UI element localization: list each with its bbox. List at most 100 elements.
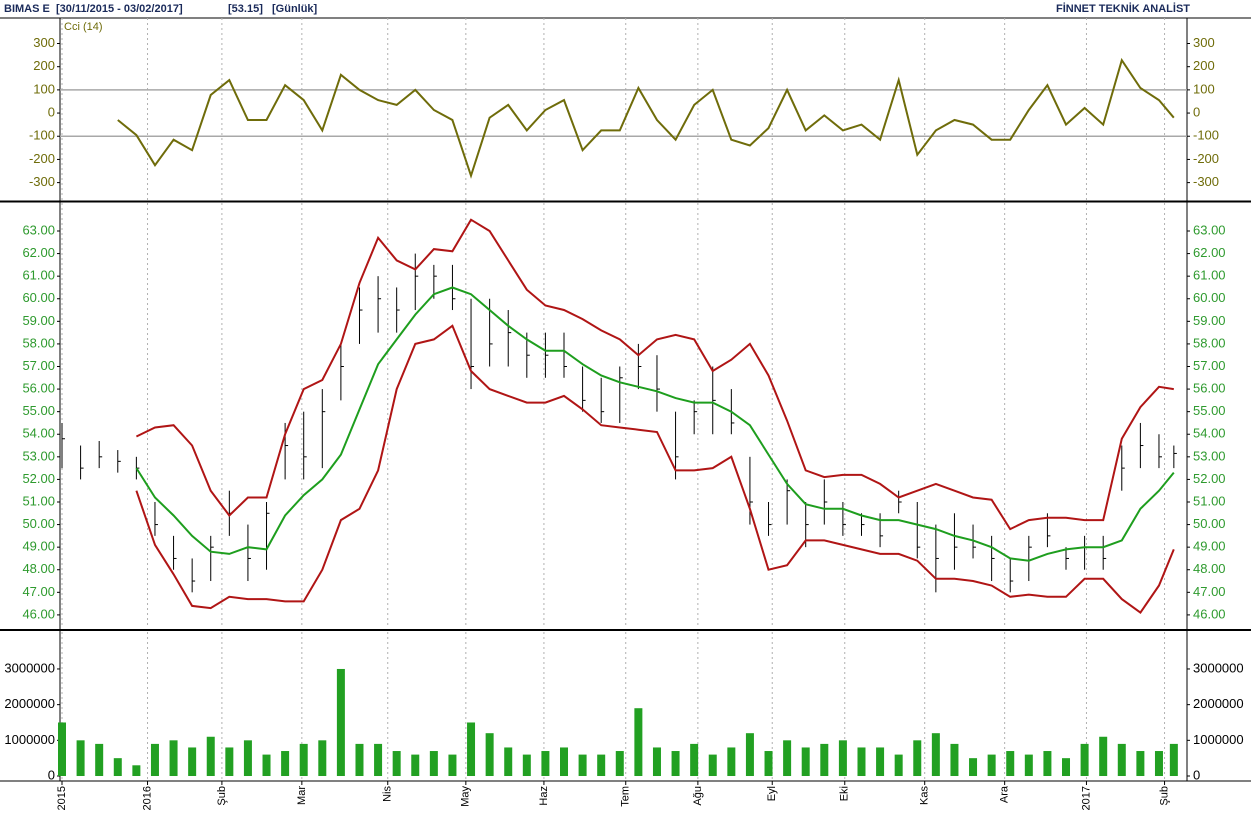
y-tick-label: 50.00	[1193, 516, 1226, 531]
volume-bar	[931, 733, 940, 777]
y-tick-label: 53.00	[22, 448, 55, 463]
y-tick-label: 49.00	[22, 539, 55, 554]
volume-bar	[225, 747, 234, 777]
x-tick-label: Ara	[999, 785, 1011, 803]
y-tick-label: 62.00	[1193, 245, 1226, 260]
volume-bar	[336, 668, 345, 777]
volume-bar	[671, 751, 680, 777]
x-tick-label: Şub	[216, 786, 228, 806]
panel-title: Cci (14)	[64, 21, 103, 33]
volume-bar	[894, 754, 903, 777]
y-tick-label: 48.00	[22, 561, 55, 576]
y-tick-label: -100	[1193, 128, 1219, 143]
volume-bar	[169, 740, 178, 777]
volume-bar	[560, 747, 569, 777]
volume-bar	[299, 743, 308, 777]
volume-bar	[504, 747, 513, 777]
bollinger-middle	[135, 286, 1175, 562]
cci-line	[117, 57, 1175, 179]
volume-bar	[150, 743, 159, 777]
volume-bar	[578, 754, 587, 777]
volume-bar	[522, 754, 531, 777]
y-tick-label: 0	[1193, 104, 1200, 119]
volume-bar	[820, 743, 829, 777]
y-tick-label: 46.00	[1193, 606, 1226, 621]
volume-bar	[652, 747, 661, 777]
volume-bar	[467, 722, 476, 777]
y-tick-label: 55.00	[22, 403, 55, 418]
bollinger-lower	[135, 324, 1175, 615]
y-tick-label: 58.00	[22, 335, 55, 350]
volume-bar	[374, 743, 383, 777]
y-tick-label: 46.00	[22, 606, 55, 621]
y-tick-label: 1000000	[4, 732, 55, 747]
x-tick-label: Eki	[839, 786, 851, 801]
y-tick-label: -200	[1193, 151, 1219, 166]
y-tick-label: 63.00	[1193, 222, 1226, 237]
volume-bar	[1169, 743, 1178, 777]
y-tick-label: 47.00	[22, 584, 55, 599]
volume-bar	[876, 747, 885, 777]
volume-bar	[76, 740, 85, 777]
y-tick-label: 60.00	[22, 290, 55, 305]
volume-bar	[411, 754, 420, 777]
x-tick-label: Ağu	[692, 786, 704, 806]
x-tick-label: Tem	[620, 786, 632, 807]
y-tick-label: 54.00	[1193, 426, 1226, 441]
y-tick-label: 59.00	[22, 313, 55, 328]
y-tick-label: 57.00	[1193, 358, 1226, 373]
volume-bar	[485, 733, 494, 777]
y-tick-label: 200	[33, 58, 55, 73]
volume-bar	[1062, 758, 1071, 777]
volume-bar	[950, 743, 959, 777]
volume-bar	[727, 747, 736, 777]
y-tick-label: 51.00	[22, 493, 55, 508]
volume-bar	[1117, 743, 1126, 777]
volume-bar	[690, 743, 699, 777]
y-tick-label: -200	[29, 151, 55, 166]
y-tick-label: 51.00	[1193, 493, 1226, 508]
x-tick-label: Haz	[538, 786, 550, 806]
volume-bar	[913, 740, 922, 777]
x-tick-label: 2015	[56, 786, 68, 810]
volume-bar	[1024, 754, 1033, 777]
y-tick-label: 60.00	[1193, 290, 1226, 305]
volume-bar	[708, 754, 717, 777]
y-tick-label: 58.00	[1193, 335, 1226, 350]
volume-bar	[615, 751, 624, 777]
y-tick-label: 100	[1193, 81, 1215, 96]
y-tick-label: 49.00	[1193, 539, 1226, 554]
volume-bar	[113, 758, 122, 777]
volume-bar	[1154, 751, 1163, 777]
y-tick-label: 2000000	[1193, 696, 1244, 711]
volume-bar	[262, 754, 271, 777]
y-tick-label: 56.00	[22, 381, 55, 396]
y-tick-label: 2000000	[4, 696, 55, 711]
x-tick-label: Kas	[919, 786, 931, 805]
volume-bar	[206, 736, 215, 777]
x-tick-label: 2017	[1080, 786, 1092, 810]
y-tick-label: 50.00	[22, 516, 55, 531]
volume-bar	[1099, 736, 1108, 777]
y-tick-label: 61.00	[22, 268, 55, 283]
y-tick-label: 200	[1193, 58, 1215, 73]
x-tick-label: Mar	[296, 786, 308, 805]
y-tick-label: 52.00	[1193, 471, 1226, 486]
volume-bar	[392, 751, 401, 777]
y-tick-label: 0	[1193, 767, 1200, 782]
volume-bar	[188, 747, 197, 777]
y-tick-label: 1000000	[1193, 732, 1244, 747]
y-tick-label: 52.00	[22, 471, 55, 486]
volume-bar	[95, 743, 104, 777]
y-tick-label: -300	[29, 174, 55, 189]
volume-bar	[1080, 743, 1089, 777]
x-tick-label: Nis	[382, 786, 394, 802]
y-tick-label: 300	[1193, 35, 1215, 50]
y-tick-label: 56.00	[1193, 381, 1226, 396]
volume-bar	[634, 708, 643, 777]
y-tick-label: 300	[33, 35, 55, 50]
volume-bar	[58, 722, 66, 777]
y-tick-label: 63.00	[22, 222, 55, 237]
volume-bar	[318, 740, 327, 777]
